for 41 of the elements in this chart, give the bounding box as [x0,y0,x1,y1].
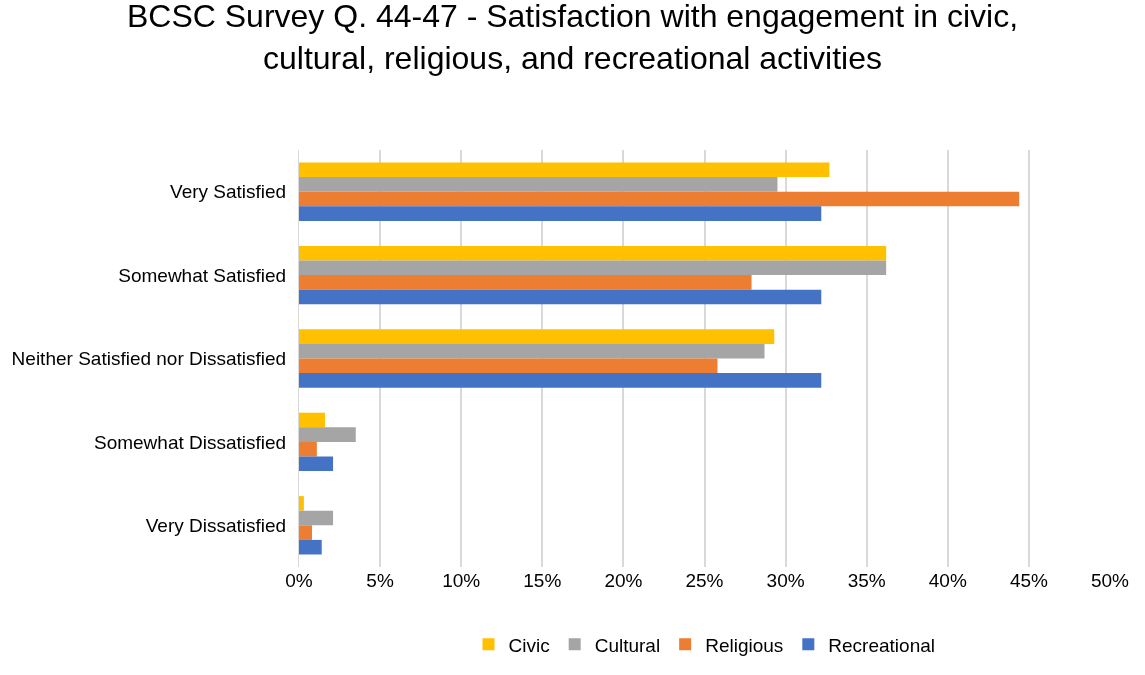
bar [299,329,775,344]
legend-label: Civic [508,634,550,656]
bar [299,275,752,290]
bar [299,525,312,540]
bar [299,245,887,261]
bar [299,456,334,472]
x-tick-label: 0% [285,570,313,591]
x-tick-label: 15% [523,570,562,591]
y-tick-label: Very Satisfied [170,181,287,203]
x-tick-label: 50% [1090,570,1130,591]
x-tick-label: 20% [604,570,643,591]
y-tick-label: Somewhat Dissatisfied [94,431,287,453]
bar [299,191,1020,207]
x-tick-label: 35% [847,570,886,591]
x-tick-label: 10% [442,570,481,591]
legend-label: Religious [705,634,784,656]
bar [299,206,822,221]
legend-label: Cultural [594,634,661,656]
bar [299,539,322,555]
y-tick-label: Neither Satisfied nor Dissatisfied [11,348,287,370]
y-tick-label: Very Dissatisfied [145,514,287,536]
bar [299,373,822,388]
bar [299,412,325,428]
chart-title: BCSC Survey Q. 44-47 - Satisfaction with engagement in civic, cultural, religious, and recreational activities [126,0,1019,76]
bar [299,441,317,457]
x-tick-label: 5% [366,570,394,591]
x-tick-label: 45% [1009,570,1049,591]
bar [299,343,765,359]
bar [299,162,830,178]
bar [299,260,887,276]
x-tick-label: 40% [928,570,967,591]
bar [299,427,356,442]
x-tick-label: 30% [766,570,805,591]
bar [299,496,304,511]
y-tick-label: Somewhat Satisfied [118,264,287,286]
bar [299,510,334,526]
legend-label: Recreational [828,634,935,656]
bar [299,177,778,192]
x-tick-label: 25% [685,570,724,591]
bar [299,358,718,374]
bar [299,289,822,305]
